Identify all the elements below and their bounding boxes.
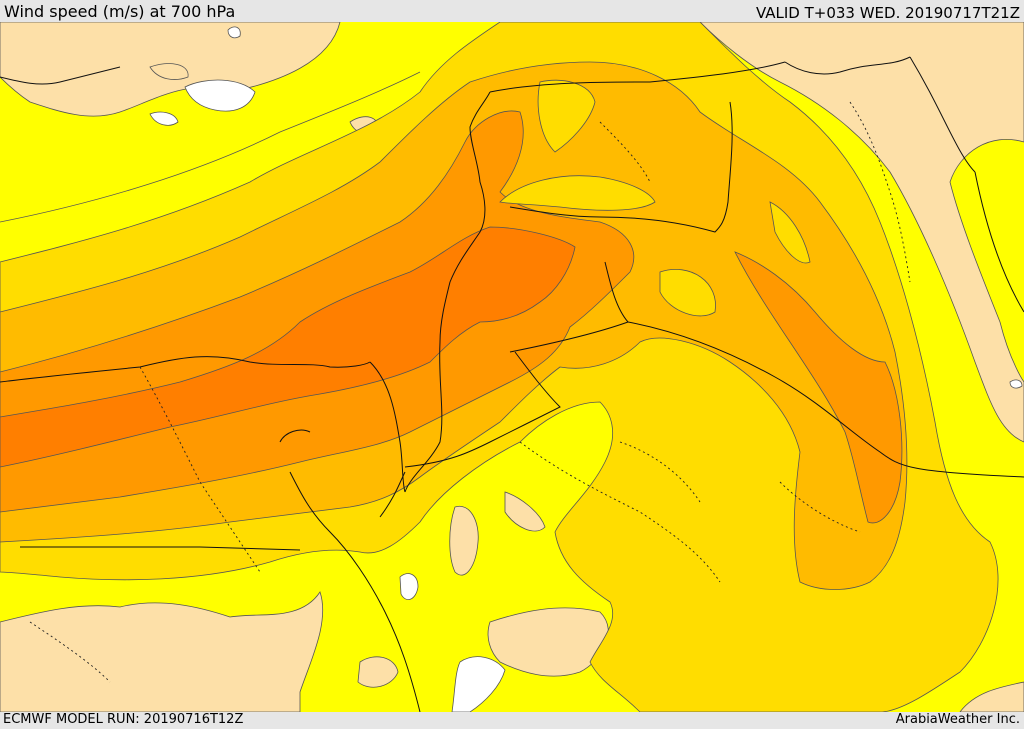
calm-areas xyxy=(149,26,1023,712)
credit-label: ArabiaWeather Inc. xyxy=(895,712,1020,727)
contour-lines xyxy=(0,71,811,317)
borders xyxy=(0,56,1024,712)
admin-boundaries xyxy=(29,101,911,683)
wind-band-4-east xyxy=(734,251,903,524)
footer-bar: ECMWF MODEL RUN: 20190716T12Z ArabiaWeat… xyxy=(0,712,1024,729)
header-bar: Wind speed (m/s) at 700 hPa VALID T+033 … xyxy=(0,0,1024,22)
wind-speed-map[interactable] xyxy=(0,22,1024,712)
wind-band-5 xyxy=(0,226,576,468)
valid-time: VALID T+033 WED. 20190717T21Z xyxy=(755,4,1020,22)
map-canvas xyxy=(0,22,1024,712)
map-title: Wind speed (m/s) at 700 hPa xyxy=(4,2,236,21)
model-run-label: ECMWF MODEL RUN: 20190716T12Z xyxy=(3,712,244,727)
light-wind-areas xyxy=(0,22,1024,712)
